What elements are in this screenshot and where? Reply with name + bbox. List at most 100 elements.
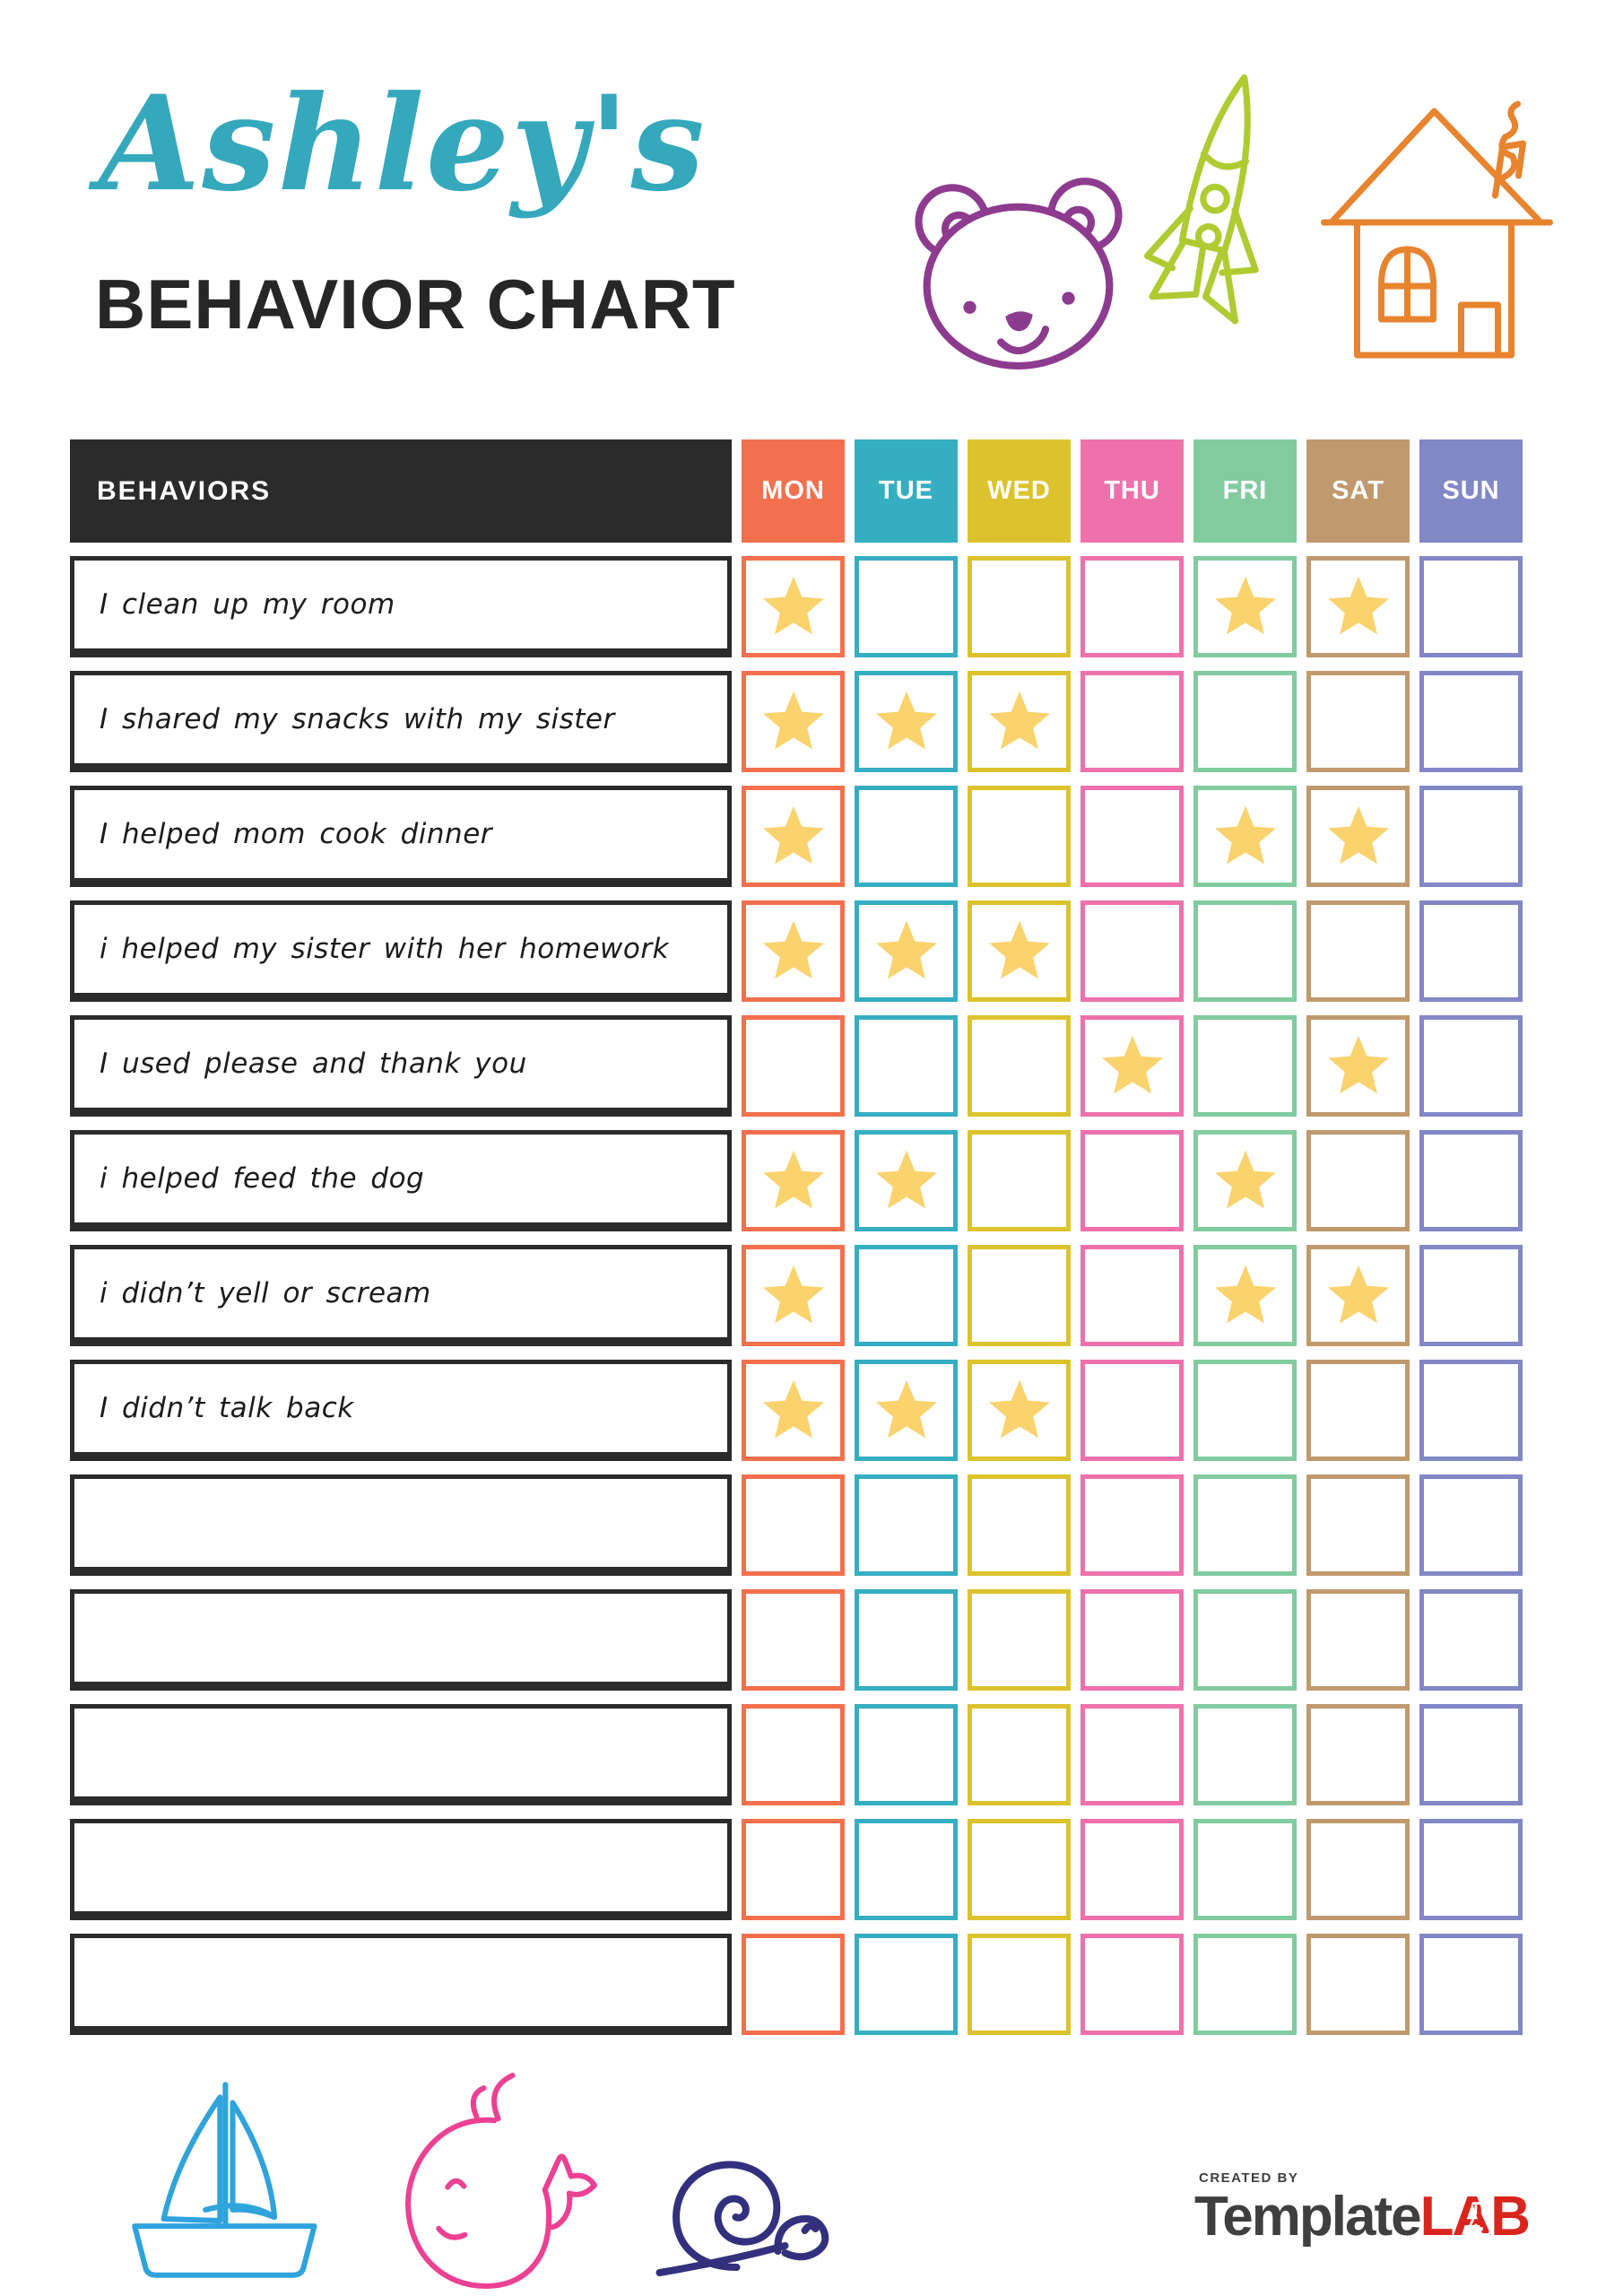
day-cell-thu[interactable] (1081, 1245, 1184, 1346)
day-cell-tue[interactable] (855, 671, 958, 772)
day-cell-fri[interactable] (1193, 671, 1297, 772)
day-cell-sat[interactable] (1306, 1245, 1410, 1346)
day-cell-wed[interactable] (968, 1819, 1071, 1920)
day-cell-thu[interactable] (1081, 556, 1184, 657)
day-cell-sat[interactable] (1306, 900, 1410, 1002)
day-cell-tue[interactable] (855, 1704, 958, 1805)
day-cell-mon[interactable] (742, 1474, 845, 1576)
day-cell-tue[interactable] (855, 1015, 958, 1117)
day-cell-tue[interactable] (855, 1589, 958, 1691)
day-cell-wed[interactable] (968, 671, 1071, 772)
day-cell-mon[interactable] (742, 1245, 845, 1346)
day-cell-thu[interactable] (1081, 671, 1184, 772)
day-cell-fri[interactable] (1193, 1360, 1297, 1461)
day-cell-tue[interactable] (855, 1130, 958, 1231)
day-cell-fri[interactable] (1193, 1704, 1297, 1805)
day-cell-mon[interactable] (742, 1589, 845, 1691)
day-cell-mon[interactable] (742, 1130, 845, 1231)
day-cell-mon[interactable] (742, 786, 845, 887)
day-cell-mon[interactable] (742, 1360, 845, 1461)
day-cell-tue[interactable] (855, 1934, 958, 2035)
day-cell-sun[interactable] (1419, 556, 1523, 657)
day-cell-sun[interactable] (1419, 1819, 1523, 1920)
day-cell-tue[interactable] (855, 1245, 958, 1346)
day-cell-thu[interactable] (1081, 1130, 1184, 1231)
behavior-cell[interactable]: i helped my sister with her homework (70, 900, 732, 1002)
day-cell-sat[interactable] (1306, 1474, 1410, 1576)
day-cell-thu[interactable] (1081, 786, 1184, 887)
behavior-cell[interactable]: I shared my snacks with my sister (70, 671, 732, 772)
behavior-cell[interactable]: I didn’t talk back (70, 1360, 732, 1461)
day-cell-sat[interactable] (1306, 1934, 1410, 2035)
day-cell-fri[interactable] (1193, 1819, 1297, 1920)
day-cell-sun[interactable] (1419, 1474, 1523, 1576)
day-cell-thu[interactable] (1081, 1819, 1184, 1920)
day-cell-thu[interactable] (1081, 1589, 1184, 1691)
day-cell-sun[interactable] (1419, 1934, 1523, 2035)
day-cell-sat[interactable] (1306, 1015, 1410, 1117)
day-cell-wed[interactable] (968, 1360, 1071, 1461)
day-cell-wed[interactable] (968, 1474, 1071, 1576)
day-cell-fri[interactable] (1193, 1934, 1297, 2035)
day-cell-thu[interactable] (1081, 1015, 1184, 1117)
day-cell-thu[interactable] (1081, 1360, 1184, 1461)
behavior-cell[interactable]: I clean up my room (70, 556, 732, 657)
day-cell-sun[interactable] (1419, 1589, 1523, 1691)
day-cell-sun[interactable] (1419, 671, 1523, 772)
day-cell-mon[interactable] (742, 1015, 845, 1117)
day-cell-mon[interactable] (742, 556, 845, 657)
day-cell-wed[interactable] (968, 1245, 1071, 1346)
day-cell-mon[interactable] (742, 900, 845, 1002)
day-cell-sat[interactable] (1306, 671, 1410, 772)
day-cell-tue[interactable] (855, 900, 958, 1002)
day-cell-wed[interactable] (968, 556, 1071, 657)
day-cell-fri[interactable] (1193, 556, 1297, 657)
day-cell-wed[interactable] (968, 1130, 1071, 1231)
behavior-cell[interactable] (70, 1589, 732, 1691)
day-cell-sun[interactable] (1419, 1360, 1523, 1461)
behavior-cell[interactable] (70, 1704, 732, 1805)
behavior-cell[interactable]: I used please and thank you (70, 1015, 732, 1117)
behavior-cell[interactable]: i didn’t yell or scream (70, 1245, 732, 1346)
day-cell-mon[interactable] (742, 671, 845, 772)
day-cell-fri[interactable] (1193, 1474, 1297, 1576)
day-cell-fri[interactable] (1193, 1245, 1297, 1346)
day-cell-sun[interactable] (1419, 900, 1523, 1002)
behavior-cell[interactable] (70, 1474, 732, 1576)
day-cell-wed[interactable] (968, 900, 1071, 1002)
day-cell-sat[interactable] (1306, 1130, 1410, 1231)
day-cell-tue[interactable] (855, 1360, 958, 1461)
day-cell-thu[interactable] (1081, 900, 1184, 1002)
day-cell-fri[interactable] (1193, 1015, 1297, 1117)
day-cell-fri[interactable] (1193, 1589, 1297, 1691)
behavior-cell[interactable]: i helped feed the dog (70, 1130, 732, 1231)
day-cell-fri[interactable] (1193, 900, 1297, 1002)
day-cell-thu[interactable] (1081, 1934, 1184, 2035)
day-cell-sat[interactable] (1306, 556, 1410, 657)
day-cell-wed[interactable] (968, 786, 1071, 887)
day-cell-sat[interactable] (1306, 1704, 1410, 1805)
day-cell-sun[interactable] (1419, 1130, 1523, 1231)
day-cell-sat[interactable] (1306, 1360, 1410, 1461)
day-cell-mon[interactable] (742, 1819, 845, 1920)
day-cell-wed[interactable] (968, 1704, 1071, 1805)
day-cell-mon[interactable] (742, 1934, 845, 2035)
day-cell-wed[interactable] (968, 1934, 1071, 2035)
day-cell-sat[interactable] (1306, 1589, 1410, 1691)
day-cell-thu[interactable] (1081, 1474, 1184, 1576)
day-cell-wed[interactable] (968, 1015, 1071, 1117)
day-cell-tue[interactable] (855, 556, 958, 657)
behavior-cell[interactable]: I helped mom cook dinner (70, 786, 732, 887)
day-cell-thu[interactable] (1081, 1704, 1184, 1805)
behavior-cell[interactable] (70, 1934, 732, 2035)
day-cell-tue[interactable] (855, 1819, 958, 1920)
day-cell-sun[interactable] (1419, 1704, 1523, 1805)
day-cell-sat[interactable] (1306, 786, 1410, 887)
day-cell-sun[interactable] (1419, 786, 1523, 887)
day-cell-fri[interactable] (1193, 1130, 1297, 1231)
day-cell-fri[interactable] (1193, 786, 1297, 887)
day-cell-mon[interactable] (742, 1704, 845, 1805)
day-cell-sat[interactable] (1306, 1819, 1410, 1920)
day-cell-tue[interactable] (855, 786, 958, 887)
day-cell-sun[interactable] (1419, 1015, 1523, 1117)
